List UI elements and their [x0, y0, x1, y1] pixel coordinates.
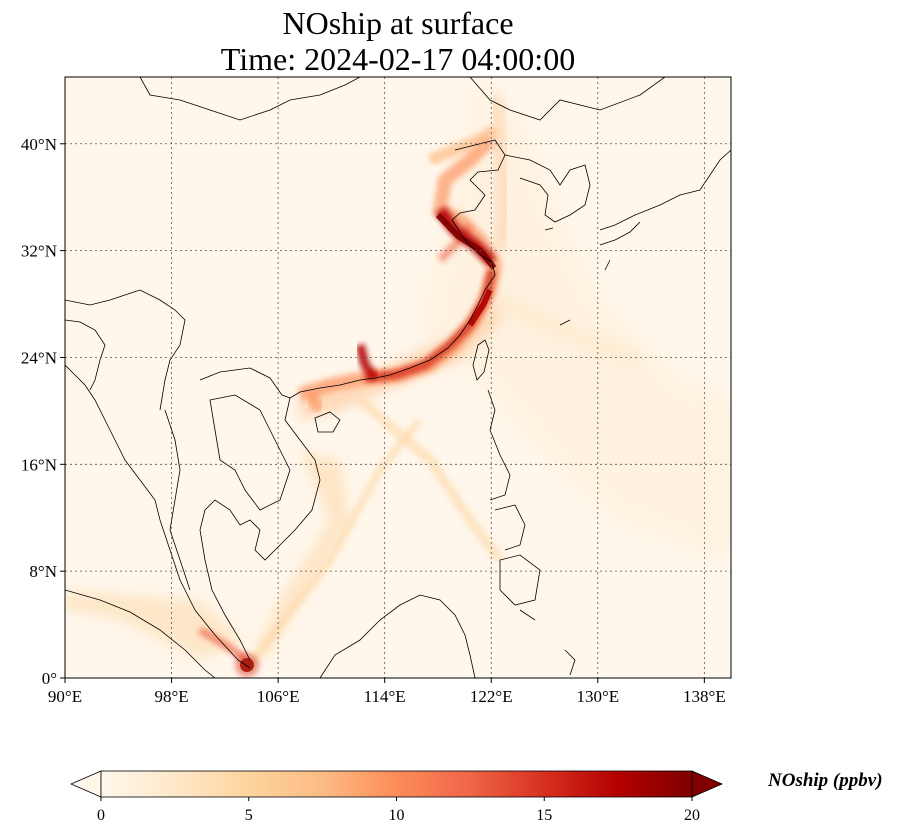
tick-label-lat-3: 24°N	[21, 348, 57, 367]
tick-label-lon-6: 138°E	[683, 687, 726, 706]
colorbar-tick-label-1: 5	[245, 807, 253, 824]
colorbar-tick-label-2: 10	[389, 807, 405, 824]
colorbar-extend-max	[691, 770, 724, 798]
axis-ticks: 90°E 98°E 106°E 114°E 122°E 130°E 138°E 0° 8°N 16…	[21, 135, 726, 706]
map-frame	[64, 76, 732, 679]
colorbar-tick-label-0: 0	[97, 807, 105, 824]
concentration-field	[65, 78, 731, 677]
map-time: Time: 2024-02-17 04:00:00	[220, 41, 576, 77]
tick-label-lat-5: 40°N	[21, 135, 57, 154]
map-title: NOship at surface	[282, 5, 514, 41]
tick-label-lon-3: 114°E	[364, 687, 406, 706]
tick-label-lon-5: 130°E	[576, 687, 619, 706]
colorbar-ticks: 0 5 10 15 20	[97, 797, 700, 824]
map-plot: 90°E 98°E 106°E 114°E 122°E 130°E 138°E 0° 8°N 16…	[21, 76, 732, 706]
colorbar-label: NOship (ppbv)	[768, 770, 883, 791]
coastlines	[65, 77, 731, 678]
colorbar: 0 5 10 15 20	[69, 770, 724, 824]
tick-label-lon-1: 98°E	[154, 687, 188, 706]
tick-label-lon-0: 90°E	[48, 687, 82, 706]
colorbar-tick-label-3: 15	[536, 807, 552, 824]
colorbar-gradient	[100, 770, 693, 798]
tick-label-lat-1: 8°N	[29, 562, 57, 581]
colorbar-tick-label-4: 20	[684, 807, 700, 824]
gridlines	[65, 77, 731, 678]
colorbar-extend-min	[69, 770, 102, 798]
tick-label-lat-0: 0°	[42, 669, 57, 688]
tick-label-lat-4: 32°N	[21, 242, 57, 261]
tick-label-lon-2: 106°E	[257, 687, 300, 706]
tick-label-lon-4: 122°E	[470, 687, 513, 706]
tick-label-lat-2: 16°N	[21, 455, 57, 474]
